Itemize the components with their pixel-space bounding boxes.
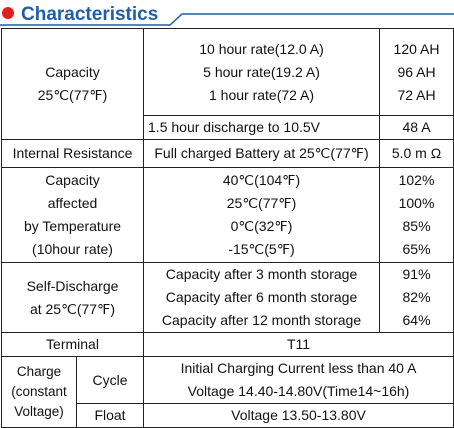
- text: by Temperature: [24, 218, 122, 234]
- label-cell: Capacity 25℃(77℉): [0, 28, 145, 140]
- text: 120 AH: [393, 40, 440, 57]
- header: Characteristics: [0, 4, 454, 26]
- text: 25℃(77℉): [226, 195, 297, 211]
- text: 10 hour rate(12.0 A): [199, 40, 324, 57]
- text: Initial Charging Current less than 40 A: [180, 360, 417, 376]
- cell: 91% 82% 64%: [379, 262, 454, 333]
- cell: 40℃(104℉) 25℃(77℉) 0℃(32℉) -15℃(5℉): [143, 167, 381, 263]
- cell: Capacity after 3 month storage Capacity a…: [143, 262, 381, 333]
- text: Voltage): [14, 404, 64, 419]
- text: at 25℃(77℉): [29, 300, 116, 317]
- text: 5 hour rate(19.2 A): [203, 63, 320, 80]
- cell: 120 AH 96 AH 72 AH: [379, 28, 454, 116]
- text: 0℃(32℉): [230, 218, 293, 234]
- label-cell: Capacity affected by Temperature (10hour ra…: [0, 167, 145, 263]
- bullet: [2, 7, 14, 19]
- text: affected: [47, 195, 98, 211]
- text: (constant: [11, 384, 67, 399]
- cell: 48 A: [379, 115, 454, 140]
- cell: 5.0 m Ω: [379, 139, 454, 168]
- text: 25℃(77℉): [37, 87, 108, 103]
- cell: Initial Charging Current less than 40 A V…: [143, 356, 454, 404]
- label-cell: Internal Resistance: [0, 139, 145, 168]
- text: 91%: [402, 266, 431, 282]
- text: Capacity: [45, 64, 100, 80]
- text: Voltage 14.40-14.80V(Time14~16h): [187, 383, 410, 399]
- text: 40℃(104℉): [222, 172, 301, 188]
- cell: 1.5 hour discharge to 10.5V: [143, 115, 381, 140]
- text: Self-Discharge: [26, 277, 119, 294]
- label-cell: Terminal: [0, 332, 145, 357]
- text: -15℃(5℉): [228, 241, 295, 257]
- text: 1 hour rate(72 A): [208, 86, 315, 103]
- title: Characteristics: [21, 4, 158, 25]
- label-cell: Charge (constant Voltage): [1, 356, 77, 428]
- text: 102%: [398, 172, 435, 188]
- cell: 102% 100% 85% 65%: [379, 167, 454, 263]
- text: Capacity after 3 month storage: [165, 266, 358, 282]
- text: 72 AH: [397, 86, 436, 103]
- text: 100%: [398, 195, 435, 211]
- cell: Full charged Battery at 25℃(77℉): [143, 139, 381, 168]
- text: 96 AH: [397, 63, 436, 80]
- cell: T11: [143, 332, 454, 357]
- spec-table: Capacity 25℃(77℉) 10 hour rate(12.0 A) 5 h…: [0, 28, 454, 428]
- text: Capacity: [45, 172, 100, 188]
- label-cell: Self-Discharge at 25℃(77℉): [0, 262, 145, 333]
- text: 82%: [402, 289, 431, 305]
- label-cell: Float: [75, 403, 145, 428]
- text: (10hour rate): [32, 241, 113, 257]
- text: Capacity after 6 month storage: [165, 289, 358, 305]
- text: 65%: [402, 241, 431, 257]
- text: Capacity after 12 month storage: [161, 312, 362, 328]
- text: 85%: [402, 218, 431, 234]
- text: Charge: [16, 364, 62, 379]
- text: 64%: [402, 312, 431, 328]
- header-rule: [0, 13, 454, 26]
- cell: 10 hour rate(12.0 A) 5 hour rate(19.2 A) 1…: [143, 28, 381, 116]
- cell: Voltage 13.50-13.80V: [143, 403, 454, 428]
- label-cell: Cycle: [75, 356, 145, 404]
